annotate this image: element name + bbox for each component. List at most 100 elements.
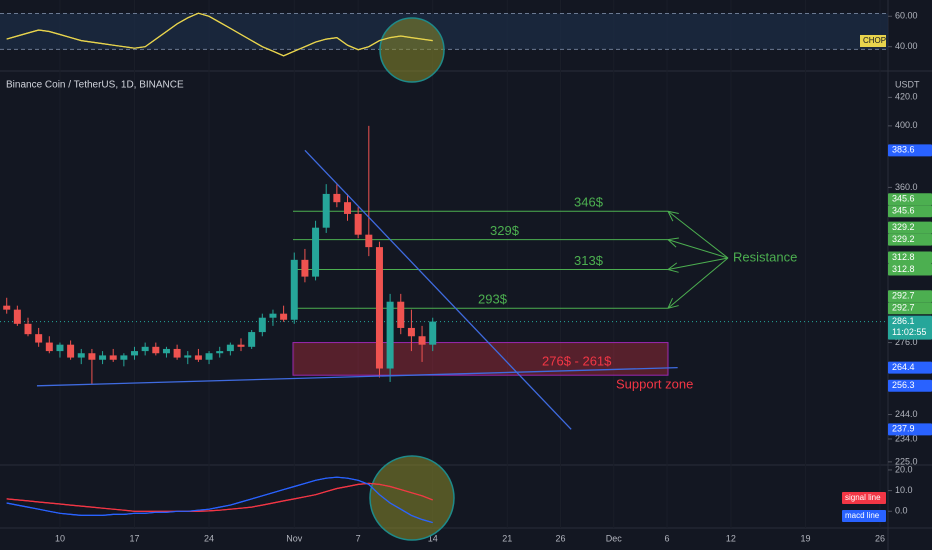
- price-tag: [888, 205, 932, 218]
- price-tag: [888, 290, 932, 303]
- resistance-level-label: 329$: [490, 223, 520, 238]
- resistance-level-label: 313$: [574, 253, 604, 268]
- candle-body: [418, 336, 426, 345]
- highlight-circle: [379, 17, 445, 83]
- support-zone-range: 276$ - 261$: [542, 354, 612, 369]
- candle-body: [397, 301, 405, 328]
- y-tick-label: 244.0: [895, 409, 918, 419]
- x-tick-label: 21: [502, 533, 512, 543]
- candle-body: [67, 344, 75, 358]
- trend-line: [36, 366, 678, 387]
- candle-body: [386, 301, 394, 369]
- candle-body: [407, 327, 415, 337]
- price-tag: [888, 423, 932, 436]
- candle-body: [3, 305, 11, 310]
- symbol-title: Binance Coin / TetherUS, 1D, BINANCE: [6, 80, 184, 91]
- arrow-head: [667, 262, 678, 270]
- legend-tag: [860, 35, 886, 47]
- price-tag: [888, 302, 932, 315]
- x-tick-label: 10: [55, 533, 65, 543]
- price-tag-label: 292.7: [892, 303, 915, 313]
- arrow-head: [667, 305, 679, 309]
- y-tick-label: 420.0: [895, 92, 918, 102]
- candle-body: [120, 355, 128, 360]
- y-tick-label: 20.0: [895, 464, 913, 474]
- candle-body: [226, 344, 234, 352]
- legend-label: macd line: [845, 511, 880, 520]
- candle-body: [35, 334, 43, 343]
- candle-body: [237, 344, 245, 347]
- price-tag-label: 264.4: [892, 362, 915, 372]
- candle-body: [344, 202, 352, 214]
- candle-body: [24, 323, 32, 335]
- x-tick-label: 12: [726, 533, 736, 543]
- candle-body: [56, 344, 64, 352]
- currency: USDT: [895, 79, 920, 89]
- price-tag-label: 312.8: [892, 264, 915, 274]
- price-tag-label: 329.2: [892, 222, 915, 232]
- resistance-arrow: [667, 239, 729, 259]
- candle-body: [269, 313, 277, 318]
- resistance-arrow: [667, 257, 729, 309]
- series-line: [6, 12, 433, 57]
- price-tag-label: 292.7: [892, 291, 915, 301]
- candle-body: [290, 259, 298, 320]
- x-tick-label: 26: [875, 533, 885, 543]
- price-tag: [888, 361, 932, 374]
- price-tag: [888, 233, 932, 246]
- candle-body: [173, 348, 181, 358]
- candle-body: [365, 234, 373, 248]
- x-tick-label: 26: [556, 533, 566, 543]
- x-tick-label: Dec: [606, 533, 623, 543]
- arrow-head: [667, 210, 679, 215]
- candle-body: [429, 321, 437, 345]
- x-tick-label: 7: [356, 533, 361, 543]
- candle-body: [152, 346, 160, 354]
- price-tag-label: 345.6: [892, 194, 915, 204]
- resistance-level-label: 346$: [574, 195, 604, 210]
- y-tick-label: 400.0: [895, 120, 918, 130]
- price-tag-label: 256.3: [892, 380, 915, 390]
- candle-body: [77, 353, 85, 358]
- x-tick-label: Nov: [286, 533, 303, 543]
- arrow-head: [667, 237, 679, 241]
- price-tag-label: 286.1: [892, 316, 915, 326]
- candle-body: [131, 351, 139, 356]
- price-tag: [888, 379, 932, 392]
- candle-body: [322, 193, 330, 228]
- x-tick-label: 24: [204, 533, 214, 543]
- candle-body: [184, 355, 192, 358]
- resistance-label: Resistance: [733, 249, 797, 264]
- arrow-head: [667, 298, 673, 309]
- y-tick-label: 10.0: [895, 485, 913, 495]
- candle-body: [301, 259, 309, 277]
- legend-label: signal line: [845, 493, 881, 502]
- price-tag: [888, 193, 932, 206]
- candle-body: [333, 193, 341, 203]
- candle-body: [99, 355, 107, 360]
- price-tag-label: 345.6: [892, 206, 915, 216]
- y-tick-label: 0.0: [895, 506, 908, 516]
- x-tick-label: 14: [428, 533, 438, 543]
- legend-label: CHOP: [863, 36, 886, 45]
- price-tag-label: 329.2: [892, 234, 915, 244]
- y-tick-label: 60.00: [895, 11, 918, 21]
- y-tick-label: 40.00: [895, 41, 918, 51]
- legend-tag: [842, 492, 886, 504]
- candle-body: [88, 353, 96, 360]
- candle-body: [312, 227, 320, 277]
- candle-body: [216, 351, 224, 354]
- price-tag-label: 237.9: [892, 424, 915, 434]
- candle-body: [109, 355, 117, 360]
- price-tag-countdown: 11:02:55: [892, 327, 926, 337]
- price-tag: [888, 315, 932, 340]
- price-tag: [888, 251, 932, 264]
- candle-body: [13, 309, 21, 324]
- resistance-level-label: 293$: [478, 292, 508, 307]
- y-tick-label: 276.0: [895, 337, 918, 347]
- price-tag: [888, 144, 932, 157]
- candle-body: [162, 348, 170, 354]
- resistance-arrow: [667, 257, 729, 270]
